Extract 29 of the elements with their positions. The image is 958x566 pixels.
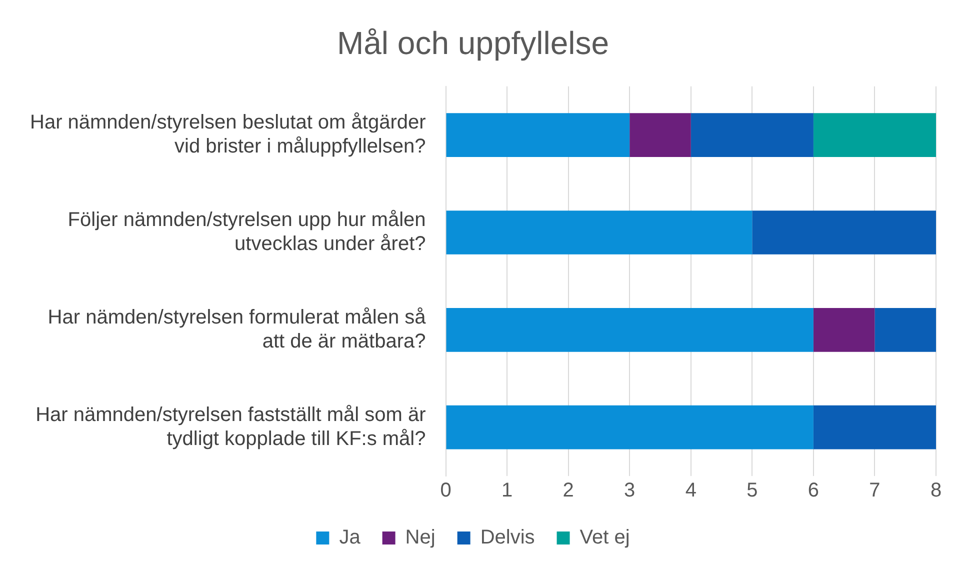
legend-label: Delvis xyxy=(480,526,535,549)
x-tick-label: 2 xyxy=(562,480,574,502)
y-tick-label: Har nämnden/styrelsen beslutat om åtgärder vid brister i måluppfyllelsen? xyxy=(30,112,426,158)
legend-label: Nej xyxy=(405,526,436,549)
legend-label: Vet ej xyxy=(580,526,630,549)
legend-label: Ja xyxy=(339,526,362,549)
x-tick-label: 1 xyxy=(501,480,513,502)
bar xyxy=(630,113,691,158)
y-tick-label: Följer nämnden/styrelsen upp hur målen utvecklas under året? xyxy=(68,209,426,256)
x-tick-label: 8 xyxy=(930,480,942,502)
bar xyxy=(446,113,630,158)
chart-title: Mål och uppfyllelse xyxy=(336,25,610,62)
bar xyxy=(446,308,814,352)
x-tick-label: 4 xyxy=(685,480,696,502)
bar xyxy=(446,210,752,254)
x-tick-label: 5 xyxy=(746,480,758,502)
x-tick-label: 3 xyxy=(624,480,636,502)
bar xyxy=(813,308,875,352)
bar xyxy=(446,405,814,450)
x-tick-label: 6 xyxy=(808,480,820,502)
bar xyxy=(752,210,936,254)
x-tick-label: 7 xyxy=(869,480,880,502)
bar xyxy=(813,405,936,450)
bar xyxy=(874,308,936,352)
y-tick-label: Har nämnden/styrelsen fastställt mål som är tydligt kopplade till KF:s mål? xyxy=(36,404,426,450)
bar xyxy=(690,113,814,158)
y-tick-label: Har nämden/styrelsen formulerat målen så att de är mätbara? xyxy=(48,306,427,352)
x-tick-label: 0 xyxy=(440,480,452,502)
bar xyxy=(813,113,936,158)
